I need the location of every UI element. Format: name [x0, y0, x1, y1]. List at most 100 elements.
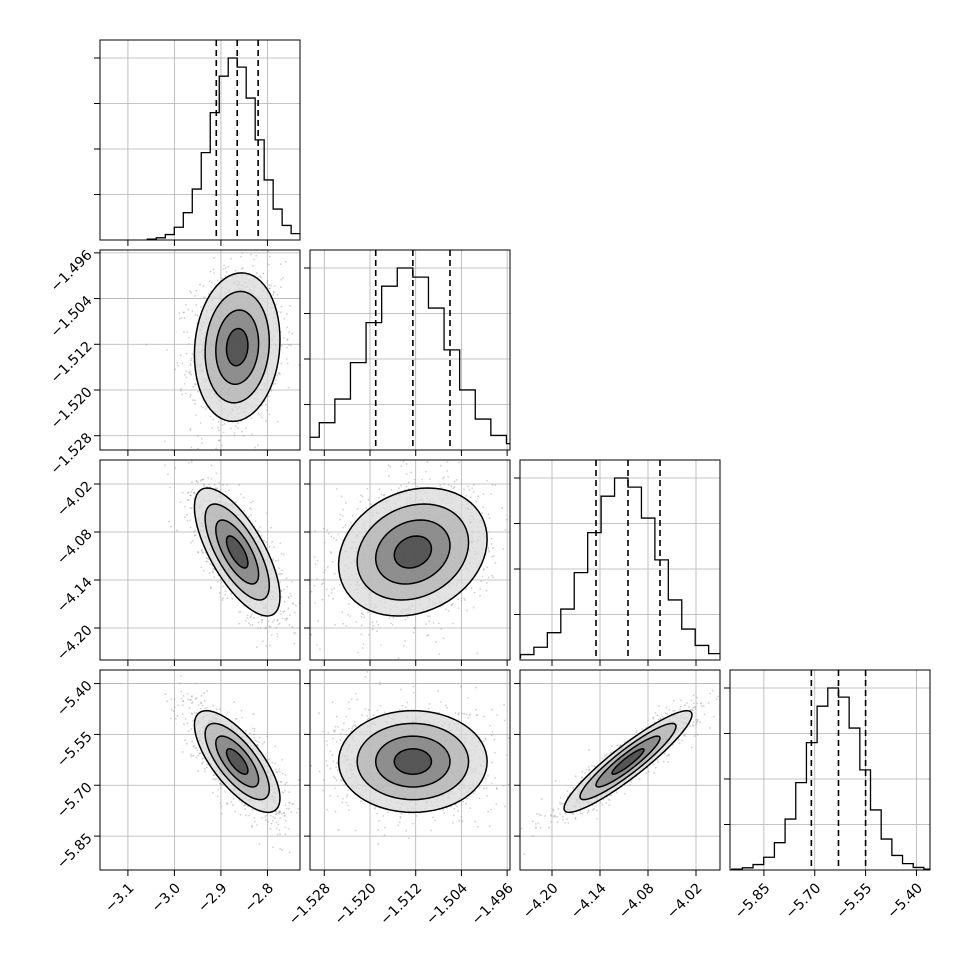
sample-point — [280, 596, 283, 598]
sample-point — [250, 514, 252, 517]
sample-point — [514, 526, 516, 528]
sample-point — [347, 613, 349, 616]
sample-point — [239, 813, 242, 816]
sample-point — [285, 617, 288, 620]
sample-point — [377, 623, 380, 626]
sample-point — [285, 313, 288, 315]
sample-point — [380, 644, 382, 646]
sample-point — [195, 480, 198, 482]
sample-point — [168, 520, 171, 523]
sample-point — [265, 814, 268, 817]
sample-point — [361, 647, 364, 650]
sample-point — [442, 477, 444, 480]
sample-point — [197, 770, 199, 773]
sample-point — [463, 597, 466, 600]
sample-point — [245, 427, 248, 429]
sample-point — [201, 548, 203, 551]
sample-point — [190, 373, 193, 376]
sample-point — [283, 811, 286, 814]
sample-point — [275, 303, 278, 306]
sample-point — [205, 560, 208, 563]
sample-point — [246, 617, 249, 619]
sample-point — [257, 530, 260, 533]
sample-point — [404, 618, 407, 621]
sample-point — [202, 478, 204, 481]
sample-point — [314, 530, 316, 532]
sample-point — [276, 633, 279, 635]
sample-point — [332, 597, 334, 600]
sample-point — [179, 682, 182, 685]
sample-point — [196, 314, 199, 317]
sample-point — [286, 326, 289, 329]
sample-point — [256, 743, 259, 746]
sample-point — [333, 587, 336, 590]
sample-point — [201, 757, 204, 760]
grid — [520, 460, 720, 660]
sample-point — [465, 494, 468, 497]
sample-point — [268, 625, 271, 628]
sample-point — [453, 486, 456, 488]
sample-point — [273, 817, 276, 820]
sample-point — [512, 578, 514, 580]
sample-point — [196, 481, 199, 484]
sample-point — [284, 260, 287, 263]
sample-point — [199, 422, 202, 424]
sample-point — [280, 590, 283, 592]
sample-point — [189, 395, 192, 398]
sample-point — [539, 518, 541, 520]
sample-point — [204, 770, 206, 773]
sample-point — [426, 615, 429, 618]
sample-point — [191, 701, 194, 704]
sample-point — [201, 478, 203, 481]
sample-point — [331, 561, 334, 563]
sample-point — [203, 484, 205, 487]
sample-point — [281, 617, 284, 620]
sample-point — [204, 408, 207, 411]
sample-point — [292, 603, 295, 606]
sample-point — [476, 652, 479, 655]
contour-line — [204, 290, 271, 404]
sample-point — [427, 633, 430, 636]
sample-point — [170, 708, 173, 711]
sample-point — [170, 698, 173, 700]
sample-point — [304, 596, 306, 598]
sample-point — [366, 487, 369, 490]
sample-point — [227, 489, 230, 492]
sample-point — [267, 395, 270, 398]
sample-point — [238, 622, 241, 625]
sample-point — [221, 423, 224, 426]
sample-point — [200, 306, 202, 308]
sample-point — [257, 454, 259, 456]
sample-point — [273, 618, 275, 621]
sample-point — [266, 735, 269, 738]
sample-point — [176, 529, 178, 532]
sample-point — [189, 519, 191, 522]
sample-point — [253, 730, 256, 733]
sample-point — [189, 372, 191, 375]
sample-point — [514, 602, 516, 604]
sample-point — [360, 615, 363, 618]
sample-point — [217, 426, 220, 429]
sample-point — [285, 619, 288, 622]
sample-point — [272, 558, 275, 560]
sample-point — [472, 484, 475, 486]
sample-point — [270, 390, 273, 392]
sample-point — [392, 616, 395, 619]
sample-point — [416, 485, 419, 488]
sample-point — [342, 508, 344, 511]
sample-point — [193, 295, 196, 297]
scatter-panel-2-1 — [304, 459, 541, 666]
sample-point — [488, 517, 491, 520]
sample-point — [275, 627, 278, 629]
sample-point — [261, 242, 263, 244]
sample-point — [294, 632, 297, 635]
sample-point — [231, 597, 234, 600]
sample-point — [247, 516, 250, 518]
sample-point — [207, 476, 210, 479]
sample-point — [482, 506, 485, 509]
sample-point — [268, 263, 271, 266]
sample-point — [279, 542, 282, 545]
sample-point — [278, 829, 281, 832]
sample-point — [265, 819, 267, 821]
sample-point — [210, 281, 213, 284]
